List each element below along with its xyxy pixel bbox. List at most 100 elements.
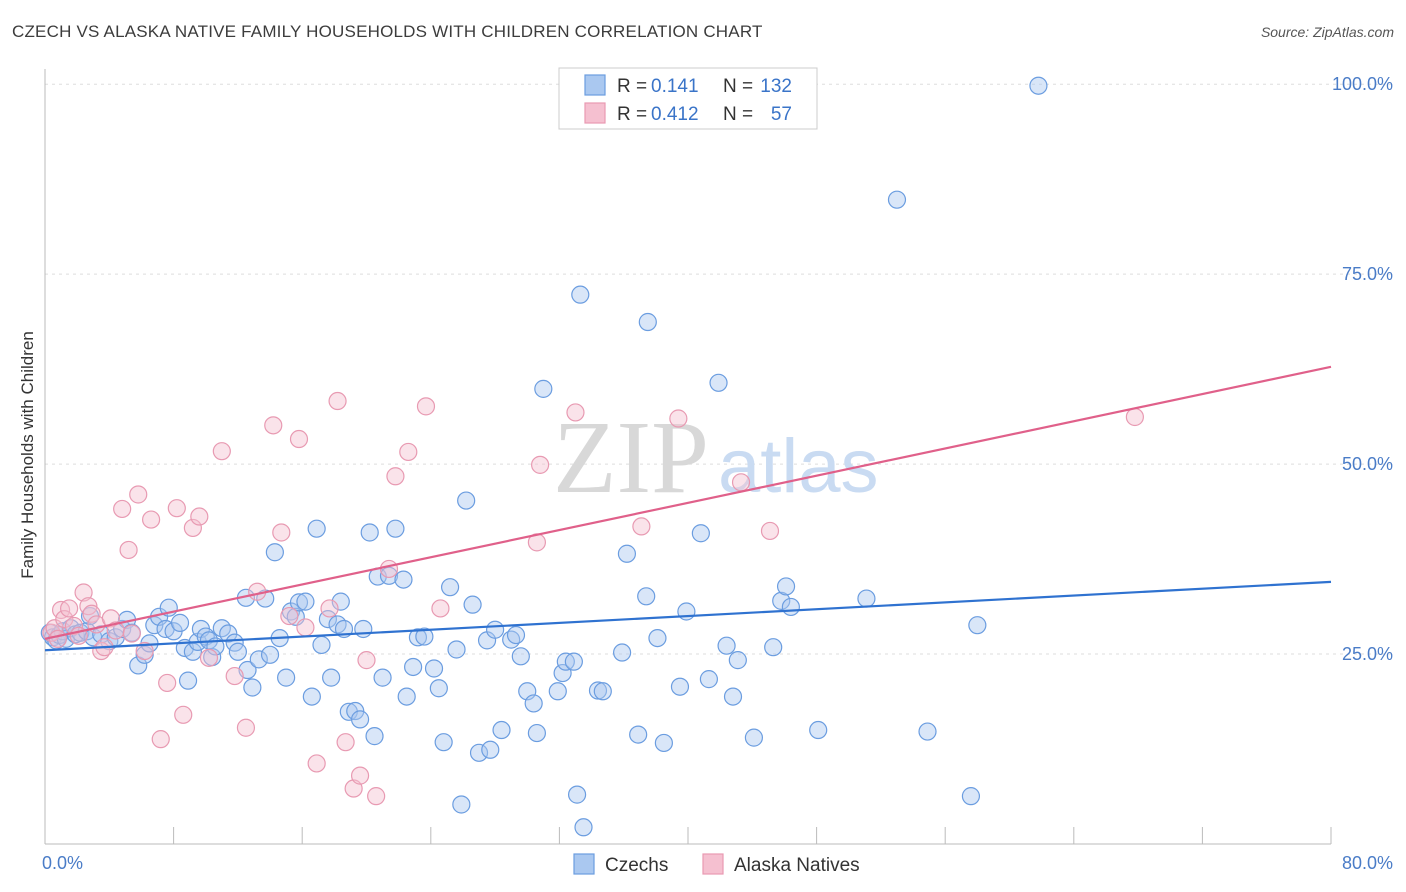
alaska-point [113,499,132,519]
source-attribution: Source: ZipAtlas.com [1260,24,1394,40]
alaska-point [328,391,347,411]
czech-point [386,519,405,538]
czech-point [447,640,466,659]
alaska-point [296,618,315,637]
alaska-point [307,754,326,773]
bottom-legend-swatch-czechs [573,853,595,875]
alaska-point [174,705,193,724]
legend-r-label-czechs: R = [617,76,647,97]
czech-point [918,722,937,741]
alaska-point [264,416,283,435]
czech-trend-line [44,580,1332,652]
alaska-point [119,540,138,560]
alaska-point [357,651,376,670]
czech-point [548,682,567,701]
czech-point [723,687,743,706]
czech-point [564,652,583,671]
alaska-point [731,473,751,492]
legend-swatch-czechs [584,74,606,96]
chart-title: CZECH VS ALASKA NATIVE FAMILY HOUSEHOLDS… [12,22,763,41]
alaska-point [55,609,74,629]
legend-r-value-alaska: 0.412 [651,104,699,125]
czech-point [534,379,553,398]
alaska-point [48,629,67,648]
czech-point [322,668,341,687]
x-tick-label: 80.0% [1342,853,1393,873]
x-tick-labels: 0.0% 80.0% [42,853,1393,873]
czech-point [524,694,543,713]
czech-point [170,613,190,632]
czech-point [354,619,373,639]
alaska-point [129,485,148,504]
czech-point [744,728,764,747]
alaska-point [135,641,154,661]
czech-point [302,687,321,706]
czech-point [637,587,656,606]
czech-point [887,190,907,209]
czech-point [277,668,296,687]
czech-point [469,743,489,762]
czech-point [728,651,747,670]
czech-point [331,592,350,611]
czech-point [178,671,198,690]
alaska-point [272,523,291,542]
czech-point [857,589,876,608]
czech-point [481,740,500,759]
czech-point [717,636,736,655]
alaska-point [386,467,405,486]
legend-n-value-alaska: 57 [771,104,792,125]
czech-point [397,687,416,706]
alaska-point [190,507,209,526]
czech-point [289,593,309,612]
y-tick-labels: 25.0% 50.0% 75.0% 100.0% [1332,74,1393,664]
alaska-point [431,599,450,618]
czech-point [457,491,476,510]
trend-lines [44,365,1332,652]
czech-point [424,659,444,678]
czech-point [670,677,690,696]
czech-point [567,785,587,804]
czech-point [709,373,728,392]
gridlines [45,83,1391,655]
alaska-point [122,624,141,643]
alaska-trend-line [44,365,1332,640]
alaska-point [151,730,170,749]
czech-point [360,523,379,542]
alaska-point [669,409,688,428]
czech-point [588,681,608,700]
czech-point [312,635,331,655]
czech-point [408,628,428,647]
alaska-point [141,510,161,529]
alaska-point [336,733,355,752]
czech-point [429,679,448,698]
czech-point [617,544,637,563]
y-tick-label: 25.0% [1342,644,1393,664]
czech-point [346,701,365,721]
czech-point [113,619,132,639]
y-axis-label: Family Households with Children [18,331,37,579]
alaska-point [183,518,202,538]
alaska-point [74,583,93,602]
alaska-point [212,442,231,461]
czech-point [638,312,657,332]
czech-point [350,710,370,729]
czech-point [574,818,593,837]
alaska-point [289,429,309,449]
czech-point [961,787,981,806]
legend-r-label-alaska: R = [617,104,647,125]
alaska-point [632,517,651,536]
alaska-point [416,397,436,416]
czech-point [699,670,718,689]
alaska-point [367,787,386,806]
axes [44,69,1332,845]
alaska-point [531,455,550,474]
czech-point [404,657,423,677]
watermark-zip: ZIP [553,400,709,515]
czech-point [654,733,673,753]
alaska-points [42,391,1144,806]
czech-point [379,566,399,585]
bottom-legend-swatch-alaska [702,853,724,875]
czech-point [781,597,800,617]
czech-point [365,727,384,746]
